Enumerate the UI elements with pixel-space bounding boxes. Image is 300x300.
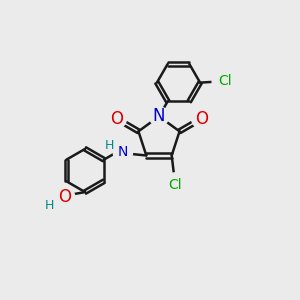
Text: N: N bbox=[118, 146, 128, 160]
Circle shape bbox=[113, 143, 133, 162]
Text: O: O bbox=[58, 188, 71, 206]
Text: H: H bbox=[105, 140, 114, 152]
Text: O: O bbox=[110, 110, 123, 128]
Text: Cl: Cl bbox=[218, 74, 232, 88]
Circle shape bbox=[191, 109, 211, 128]
Text: Cl: Cl bbox=[169, 178, 182, 193]
Circle shape bbox=[149, 107, 169, 126]
Circle shape bbox=[107, 109, 127, 128]
Circle shape bbox=[163, 173, 188, 198]
Circle shape bbox=[43, 199, 56, 212]
Text: O: O bbox=[195, 110, 208, 128]
Text: N: N bbox=[153, 107, 165, 125]
Text: H: H bbox=[44, 199, 54, 212]
Circle shape bbox=[212, 68, 237, 94]
Circle shape bbox=[103, 139, 116, 152]
Circle shape bbox=[56, 187, 75, 206]
